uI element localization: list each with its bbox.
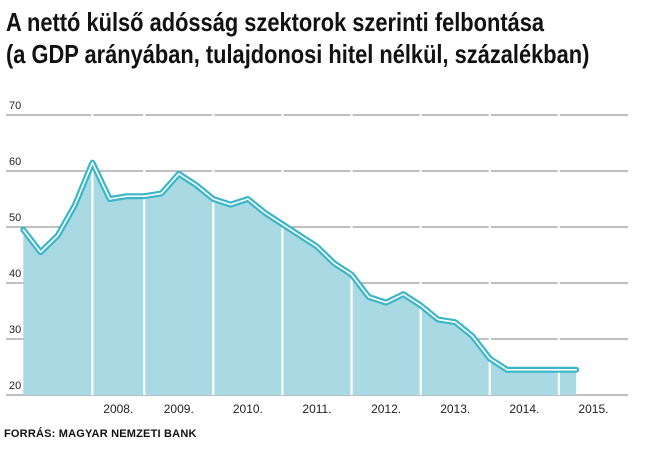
chart-title-line-2: (a GDP arányában, tulajdonosi hitel nélk… bbox=[6, 39, 590, 69]
chart-title-line-1: A nettó külső adósság szektorok szerinti… bbox=[6, 7, 545, 37]
x-tick-label: 2014. bbox=[509, 402, 539, 416]
source-note: FORRÁS: MAGYAR NEMZETI BANK bbox=[4, 428, 197, 440]
x-tick-label: 2015. bbox=[578, 402, 608, 416]
y-tick-label: 50 bbox=[9, 212, 21, 224]
y-tick-label: 20 bbox=[9, 380, 21, 392]
x-tick-label: 2012. bbox=[371, 402, 401, 416]
series-line-core bbox=[22, 161, 577, 371]
y-tick-label: 40 bbox=[9, 268, 21, 280]
label-layer: 20 30 40 50 60 70 2008. 2009. 2010. 2011. 2012. 201… bbox=[9, 100, 608, 416]
x-tick-label: 2013. bbox=[440, 402, 470, 416]
y-tick-label: 70 bbox=[9, 100, 21, 112]
chart-title: A nettó külső adósság szektorok szerinti… bbox=[6, 6, 590, 70]
area-layer bbox=[23, 162, 577, 395]
x-tick-label: 2011. bbox=[302, 402, 331, 416]
x-tick-label: 2009. bbox=[164, 402, 194, 416]
line-layer bbox=[20, 159, 580, 373]
x-tick-label: 2008. bbox=[103, 402, 133, 416]
y-tick-label: 60 bbox=[9, 156, 21, 168]
x-tick-label: 2010. bbox=[233, 402, 263, 416]
area-fill bbox=[23, 162, 577, 395]
y-tick-label: 30 bbox=[9, 324, 21, 336]
